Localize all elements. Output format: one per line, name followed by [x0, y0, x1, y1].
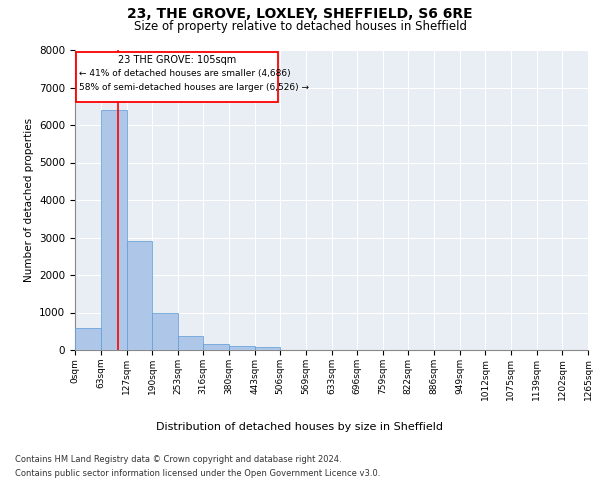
Bar — [178, 336, 203, 350]
Text: 58% of semi-detached houses are larger (6,526) →: 58% of semi-detached houses are larger (… — [79, 83, 309, 92]
FancyBboxPatch shape — [76, 52, 278, 102]
Text: Size of property relative to detached houses in Sheffield: Size of property relative to detached ho… — [133, 20, 467, 33]
Text: Contains HM Land Registry data © Crown copyright and database right 2024.: Contains HM Land Registry data © Crown c… — [15, 455, 341, 464]
Bar — [75, 328, 101, 350]
Text: Distribution of detached houses by size in Sheffield: Distribution of detached houses by size … — [157, 422, 443, 432]
Text: Contains public sector information licensed under the Open Government Licence v3: Contains public sector information licen… — [15, 469, 380, 478]
Bar — [203, 344, 229, 350]
Bar — [101, 110, 127, 350]
Text: 23 THE GROVE: 105sqm: 23 THE GROVE: 105sqm — [118, 55, 236, 65]
Text: ← 41% of detached houses are smaller (4,686): ← 41% of detached houses are smaller (4,… — [79, 68, 290, 78]
Text: 23, THE GROVE, LOXLEY, SHEFFIELD, S6 6RE: 23, THE GROVE, LOXLEY, SHEFFIELD, S6 6RE — [127, 8, 473, 22]
Y-axis label: Number of detached properties: Number of detached properties — [23, 118, 34, 282]
Bar — [229, 346, 254, 350]
Bar — [152, 312, 178, 350]
Bar — [254, 347, 280, 350]
Bar — [127, 242, 152, 350]
